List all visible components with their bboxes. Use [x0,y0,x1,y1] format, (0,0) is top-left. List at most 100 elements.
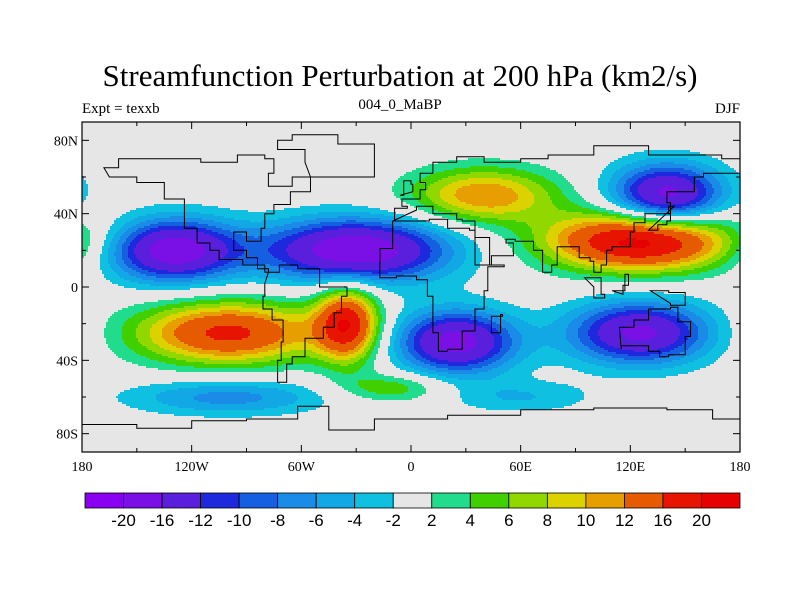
contour-cell [568,198,585,201]
contour-cell [700,152,741,155]
contour-cell [116,354,141,357]
contour-cell [162,402,211,405]
contour-cell [712,186,723,189]
contour-cell [156,258,199,261]
contour-cell [82,238,91,241]
contour-cell [578,370,695,373]
contour-cell [426,274,449,277]
contour-cell [546,254,561,257]
contour-cell [194,356,265,359]
contour-cell [574,308,595,311]
contour-cell [352,268,389,271]
contour-cell [716,322,731,325]
contour-cell [436,310,479,313]
contour-cell [214,354,243,357]
contour-cell [598,182,609,185]
contour-cell [574,318,589,321]
contour-cell [660,162,675,165]
contour-cell [704,344,717,347]
contour-cell [404,392,427,395]
contour-cell [128,272,141,275]
contour-cell [694,370,741,373]
contour-cell [584,198,607,201]
colorbar-swatch [431,492,471,509]
contour-cell [82,424,741,427]
contour-cell [624,334,657,337]
contour-cell [570,310,589,313]
contour-cell [160,392,209,395]
contour-cell [454,230,491,233]
contour-cell [720,356,741,359]
contour-cell [264,270,293,273]
contour-cell [130,274,147,277]
contour-cell [700,256,713,259]
contour-cell [124,278,143,281]
contour-cell [404,214,435,217]
contour-cell [138,258,157,261]
contour-cell [114,254,123,257]
contour-cell [118,398,157,401]
contour-cell [706,366,741,369]
contour-cell [468,178,503,181]
contour-cell [88,228,111,231]
contour-cell [138,234,149,237]
contour-cell [444,266,461,269]
contour-cell [414,372,429,375]
contour-cell [114,312,139,315]
contour-cell [730,182,741,185]
contour-cell [292,270,325,273]
contour-cell [314,302,323,305]
contour-cell [598,186,609,189]
contour-cell [616,276,663,279]
contour-cell [492,314,511,317]
contour-cell [394,348,403,351]
contour-cell [122,334,137,337]
contour-cell [268,350,291,353]
contour-cell [702,240,713,243]
contour-cell [474,274,551,277]
contour-cell [290,256,321,259]
contour-cell [512,340,523,343]
contour-cell [350,324,361,327]
contour-cell [82,236,91,239]
contour-cell [426,352,489,355]
contour-cell [388,290,469,293]
contour-cell [82,232,91,235]
contour-cell [162,334,175,337]
contour-cell [374,306,381,309]
contour-cell [730,244,741,247]
contour-cell [580,338,591,341]
contour-cell [660,206,683,209]
contour-cell [572,254,585,257]
contour-cell [374,326,377,329]
contour-cell [314,320,327,323]
contour-cell [364,364,375,367]
contour-cell [592,324,603,327]
contour-cell [606,198,615,201]
contour-cell [616,170,631,173]
contour-cell [546,236,559,239]
contour-cell [418,316,433,319]
contour-cell [588,240,621,243]
contour-cell [322,404,469,407]
contour-cell [510,322,529,325]
contour-cell [176,328,211,331]
contour-cell [432,272,453,275]
contour-cell [662,352,681,355]
contour-cell [508,350,519,353]
contour-cell [156,276,195,279]
contour-cell [488,364,503,367]
contour-cell [342,224,365,227]
contour-cell [618,242,651,245]
contour-cell [590,238,627,241]
contour-cell [168,404,289,407]
contour-cell [232,278,279,281]
contour-cell [560,268,585,271]
contour-cell [420,254,431,257]
contour-cell [474,336,495,339]
contour-cell [244,250,269,253]
contour-cell [144,226,159,229]
contour-cell [614,160,639,163]
contour-cell [696,160,723,163]
contour-cell [384,304,405,307]
